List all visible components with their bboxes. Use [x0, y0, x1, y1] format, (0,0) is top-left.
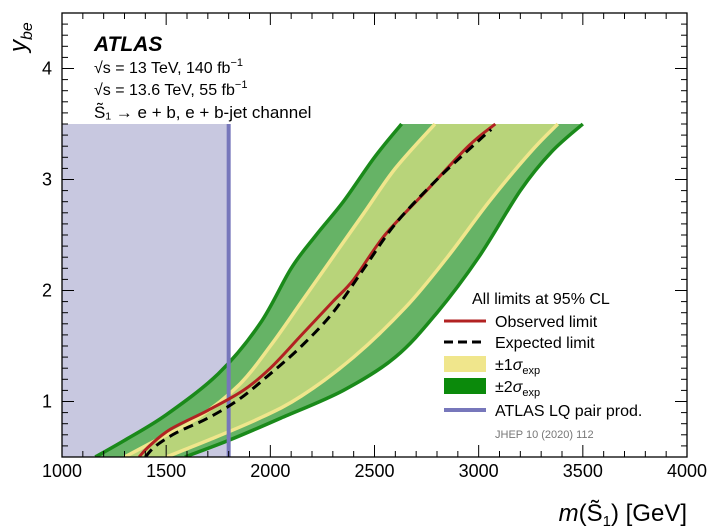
atlas-label: ATLAS	[93, 33, 162, 56]
x-tick-label: 3000	[459, 461, 499, 481]
x-tick-label: 3500	[563, 461, 603, 481]
x-tick-label: 1500	[146, 461, 186, 481]
x-tick-label: 1000	[42, 461, 82, 481]
band-edge-upper-1sigma	[123, 122, 437, 457]
legend-expected-label: Expected limit	[495, 335, 595, 352]
band-fill-1sigma	[124, 124, 558, 457]
lines-layer	[137, 122, 497, 457]
expected-limit-line	[144, 128, 493, 457]
x-tick-label: 2500	[354, 461, 394, 481]
y-axis-title: ybe	[5, 22, 36, 54]
energy-lumi-line-1: √s = 13 TeV, 140 fb−1	[94, 57, 243, 77]
legend-2sigma-swatch	[444, 378, 486, 394]
y-tick-label: 2	[42, 281, 52, 301]
channel-label: S̃₁ → e + b, e + b-jet channel	[94, 102, 311, 122]
bands-layer	[94, 122, 584, 457]
legend-header: All limits at 95% CL	[472, 291, 610, 308]
y-tick-label: 3	[42, 170, 52, 190]
band-edge-upper-2sigma	[94, 122, 403, 457]
x-tick-label: 4000	[667, 461, 707, 481]
legend-pair-prod-label: ATLAS LQ pair prod.	[495, 403, 642, 420]
energy-lumi-line-2: √s = 13.6 TeV, 55 fb−1	[94, 79, 247, 99]
legend-observed-label: Observed limit	[495, 314, 598, 331]
x-axis-title: m(S̃1) [GeV]	[559, 500, 687, 527]
y-tick-label: 1	[42, 392, 52, 412]
x-tick-label: 2000	[250, 461, 290, 481]
ticks-layer: 1000 1500 2000 2500 3000 3500 4000 1 2 3 4	[42, 12, 707, 481]
legend-1sigma-swatch	[444, 356, 486, 372]
band-edge-lower-2sigma	[184, 122, 584, 457]
y-tick-label: 4	[42, 59, 52, 79]
band-edge-lower-1sigma	[165, 122, 560, 457]
legend-reference: JHEP 10 (2020) 112	[495, 429, 594, 441]
